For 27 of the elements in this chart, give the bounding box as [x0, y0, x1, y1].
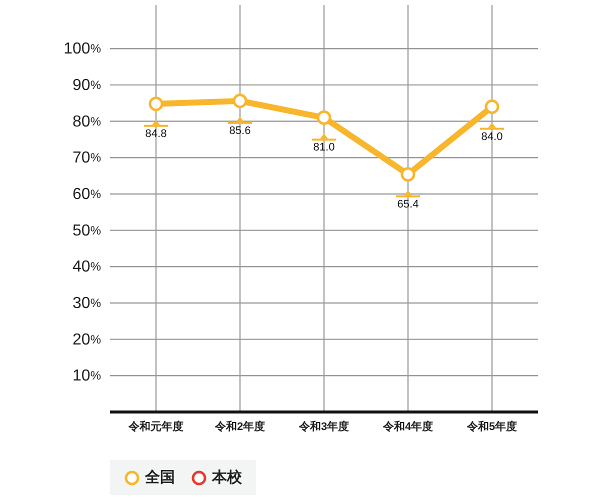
y-tick-label: 90% — [72, 76, 102, 94]
data-label: 81.0 — [313, 142, 335, 154]
x-tick-label: 令和元年度 — [128, 420, 184, 433]
data-label: 85.6 — [229, 124, 251, 137]
x-tick-label: 令和3年度 — [298, 420, 350, 433]
point — [484, 100, 500, 114]
x-tick-label: 令和4年度 — [382, 420, 434, 433]
y-tick-label: 40% — [72, 258, 102, 276]
y-tick-label: 10% — [72, 367, 102, 384]
x-tick-label: 令和5年度 — [466, 420, 518, 433]
point — [148, 96, 164, 112]
y-tick-label: 80% — [72, 112, 102, 130]
point — [316, 110, 332, 125]
y-tick-label: 50% — [72, 222, 102, 239]
y-tick-label: 70% — [72, 149, 102, 166]
y-tick-label: 30% — [72, 294, 102, 312]
y-tick-label: 60% — [72, 185, 102, 202]
legend-label: 全国 — [145, 468, 175, 487]
point — [232, 94, 248, 108]
data-label: 84.0 — [481, 130, 503, 143]
data-label: 65.4 — [397, 198, 419, 210]
legend-label: 本校 — [212, 468, 242, 487]
x-tick-label: 令和2年度 — [214, 420, 266, 433]
point — [400, 167, 416, 182]
data-label: 84.8 — [145, 128, 167, 140]
y-tick-label: 100% — [64, 40, 102, 58]
y-tick-label: 20% — [72, 330, 102, 348]
